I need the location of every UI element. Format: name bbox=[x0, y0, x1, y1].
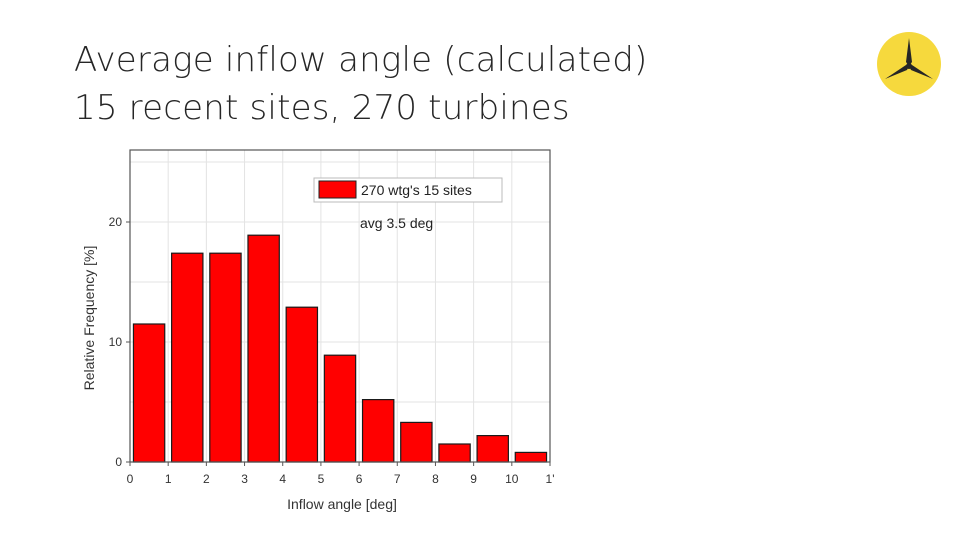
logo-blade-right bbox=[909, 65, 933, 79]
bar-8 bbox=[438, 443, 471, 463]
x-tick-label-10: 10 bbox=[505, 472, 519, 486]
bar-0 bbox=[132, 323, 166, 463]
x-tick-label-4: 4 bbox=[279, 472, 286, 486]
legend-swatch bbox=[318, 180, 357, 199]
slide-title: Average inflow angle (calculated) 15 rec… bbox=[74, 36, 648, 132]
legend-label: 270 wtg's 15 sites bbox=[361, 182, 472, 198]
x-axis-ticks: 0 1 2 3 4 5 6 7 8 9 10 1' bbox=[127, 462, 555, 486]
x-tick-label-8: 8 bbox=[432, 472, 439, 486]
bar-9 bbox=[476, 435, 509, 463]
logo-hub bbox=[906, 63, 912, 69]
slide-title-line2: 15 recent sites, 270 turbines bbox=[74, 88, 570, 128]
turbine-logo-icon bbox=[877, 32, 941, 96]
bar-2 bbox=[209, 252, 242, 463]
bar-10 bbox=[514, 451, 548, 463]
chart-bars bbox=[132, 234, 548, 463]
x-tick-label-2: 2 bbox=[203, 472, 210, 486]
logo-blade-left bbox=[885, 65, 909, 79]
bar-7 bbox=[400, 421, 433, 463]
bar-4 bbox=[285, 306, 319, 463]
x-tick-label-7: 7 bbox=[394, 472, 401, 486]
x-tick-label-9: 9 bbox=[470, 472, 477, 486]
y-tick-label-0: 0 bbox=[115, 455, 122, 469]
x-tick-label-1: 1 bbox=[165, 472, 172, 486]
y-axis-label: Relative Frequency [%] bbox=[81, 246, 97, 391]
plot-frame bbox=[129, 149, 551, 463]
x-tick-label-5: 5 bbox=[318, 472, 325, 486]
y-axis-ticks: 0 10 20 bbox=[109, 215, 130, 469]
bar-6 bbox=[361, 399, 395, 463]
bar-5 bbox=[323, 354, 357, 463]
bar-1 bbox=[171, 252, 204, 463]
bar-3 bbox=[247, 234, 280, 463]
y-tick-label-1: 10 bbox=[109, 335, 123, 349]
x-tick-label-0: 0 bbox=[127, 472, 134, 486]
x-tick-label-11: 1' bbox=[546, 472, 555, 486]
logo-blade-top bbox=[906, 38, 912, 66]
avg-annotation: avg 3.5 deg bbox=[360, 215, 433, 231]
y-tick-label-2: 20 bbox=[109, 215, 123, 229]
legend: 270 wtg's 15 sites bbox=[313, 177, 503, 203]
x-tick-label-6: 6 bbox=[356, 472, 363, 486]
x-tick-label-3: 3 bbox=[241, 472, 248, 486]
x-axis-label: Inflow angle [deg] bbox=[287, 496, 397, 512]
slide-title-line1: Average inflow angle (calculated) bbox=[74, 40, 648, 80]
